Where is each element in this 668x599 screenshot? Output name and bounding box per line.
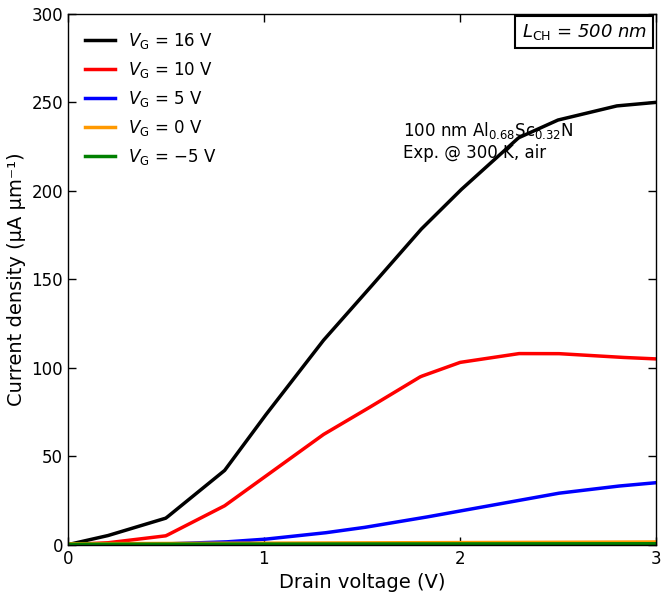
X-axis label: Drain voltage (V): Drain voltage (V) — [279, 573, 445, 592]
Text: $L_\mathrm{CH}$ = 500 nm: $L_\mathrm{CH}$ = 500 nm — [522, 22, 647, 42]
Y-axis label: Current density (μA μm⁻¹): Current density (μA μm⁻¹) — [7, 153, 26, 406]
Text: 100 nm Al$_{0.68}$Sc$_{0.32}$N
Exp. @ 300 K, air: 100 nm Al$_{0.68}$Sc$_{0.32}$N Exp. @ 30… — [403, 120, 574, 162]
Legend: $V_\mathrm{G}$ = 16 V, $V_\mathrm{G}$ = 10 V, $V_\mathrm{G}$ = 5 V, $V_\mathrm{G: $V_\mathrm{G}$ = 16 V, $V_\mathrm{G}$ = … — [76, 22, 224, 176]
